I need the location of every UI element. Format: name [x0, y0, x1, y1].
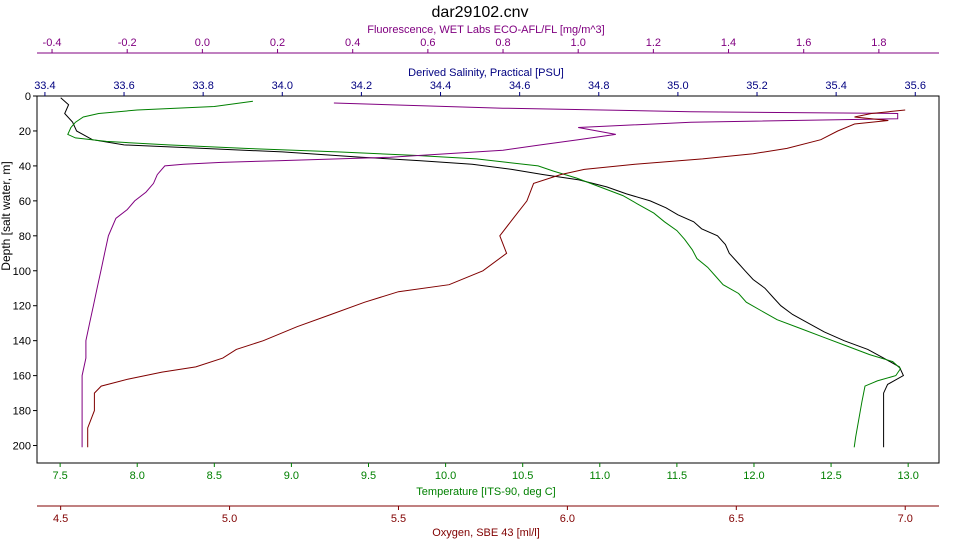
x-tick-label-fluorescence: -0.4 [43, 37, 62, 49]
series-layer [60, 97, 906, 448]
y-tick-label: 200 [13, 441, 31, 453]
axis-label-fluorescence: Fluorescence, WET Labs ECO-AFL/FL [mg/m^… [367, 24, 604, 36]
axis-label-oxygen: Oxygen, SBE 43 [ml/l] [432, 527, 540, 539]
x-tick-label-temperature: 8.5 [207, 470, 222, 482]
x-tick-label-salinity: 33.4 [34, 80, 55, 92]
x-tick-label-oxygen: 4.5 [53, 513, 68, 525]
series-line-salinity [60, 97, 905, 448]
x-tick-label-salinity: 34.0 [272, 80, 293, 92]
x-tick-label-temperature: 8.0 [130, 470, 145, 482]
y-tick-label: 40 [19, 161, 31, 173]
x-tick-label-temperature: 12.0 [743, 470, 764, 482]
axes-layer: 0 20 40 60 80 100 120 140 160 180 200 -0.4 -0.2 0.0 0.… [13, 37, 939, 525]
x-tick-label-fluorescence: 1.6 [796, 37, 811, 49]
x-tick-label-fluorescence: 0.2 [270, 37, 285, 49]
x-tick-label-fluorescence: 0.6 [420, 37, 435, 49]
x-tick-label-salinity: 34.6 [509, 80, 530, 92]
x-tick-label-oxygen: 5.5 [391, 513, 406, 525]
x-tick-label-oxygen: 7.0 [898, 513, 913, 525]
y-tick-label: 140 [13, 336, 31, 348]
x-tick-label-temperature: 9.0 [284, 470, 299, 482]
axis-label-temperature: Temperature [ITS-90, deg C] [416, 486, 555, 498]
y-tick-label: 120 [13, 301, 31, 313]
x-tick-label-fluorescence: 1.0 [571, 37, 586, 49]
x-tick-label-salinity: 34.2 [351, 80, 372, 92]
x-tick-label-fluorescence: -0.2 [118, 37, 137, 49]
y-tick-label: 0 [25, 91, 31, 103]
x-tick-label-salinity: 35.4 [825, 80, 846, 92]
x-tick-label-fluorescence: 0.8 [495, 37, 510, 49]
x-tick-label-salinity: 34.4 [430, 80, 451, 92]
x-tick-label-temperature: 12.5 [820, 470, 841, 482]
series-line-fluorescence [81, 102, 899, 448]
x-tick-label-temperature: 7.5 [52, 470, 67, 482]
chart-title: dar29102.cnv [432, 4, 529, 21]
x-tick-label-salinity: 35.6 [905, 80, 926, 92]
x-tick-label-salinity: 33.8 [192, 80, 213, 92]
y-tick-label: 20 [19, 126, 31, 138]
y-tick-label: 100 [13, 266, 31, 278]
x-tick-label-oxygen: 5.0 [222, 513, 237, 525]
y-tick-label: 180 [13, 406, 31, 418]
x-tick-label-temperature: 11.5 [667, 470, 688, 482]
x-tick-label-fluorescence: 1.8 [871, 37, 886, 49]
x-tick-label-temperature: 13.0 [897, 470, 918, 482]
x-tick-label-temperature: 10.5 [512, 470, 533, 482]
x-tick-label-fluorescence: 0.4 [345, 37, 360, 49]
x-tick-label-salinity: 35.0 [667, 80, 688, 92]
plot-area [36, 95, 940, 464]
y-tick-label: 160 [13, 371, 31, 383]
series-line-temperature [67, 100, 902, 448]
y-axis-label: Depth [salt water, m] [0, 161, 13, 270]
x-tick-label-fluorescence: 1.2 [646, 37, 661, 49]
x-tick-label-oxygen: 6.5 [729, 513, 744, 525]
series-line-oxygen [87, 109, 906, 448]
x-tick-label-fluorescence: 1.4 [721, 37, 736, 49]
x-tick-label-temperature: 10.0 [435, 470, 456, 482]
x-tick-label-salinity: 35.2 [746, 80, 767, 92]
x-tick-label-fluorescence: 0.0 [195, 37, 210, 49]
axis-label-salinity: Derived Salinity, Practical [PSU] [408, 67, 564, 79]
x-tick-label-oxygen: 6.0 [560, 513, 575, 525]
x-tick-label-salinity: 34.8 [588, 80, 609, 92]
y-tick-label: 60 [19, 196, 31, 208]
y-tick-label: 80 [19, 231, 31, 243]
x-tick-label-temperature: 9.5 [361, 470, 376, 482]
x-tick-label-salinity: 33.6 [113, 80, 134, 92]
x-tick-label-temperature: 11.0 [589, 470, 610, 482]
